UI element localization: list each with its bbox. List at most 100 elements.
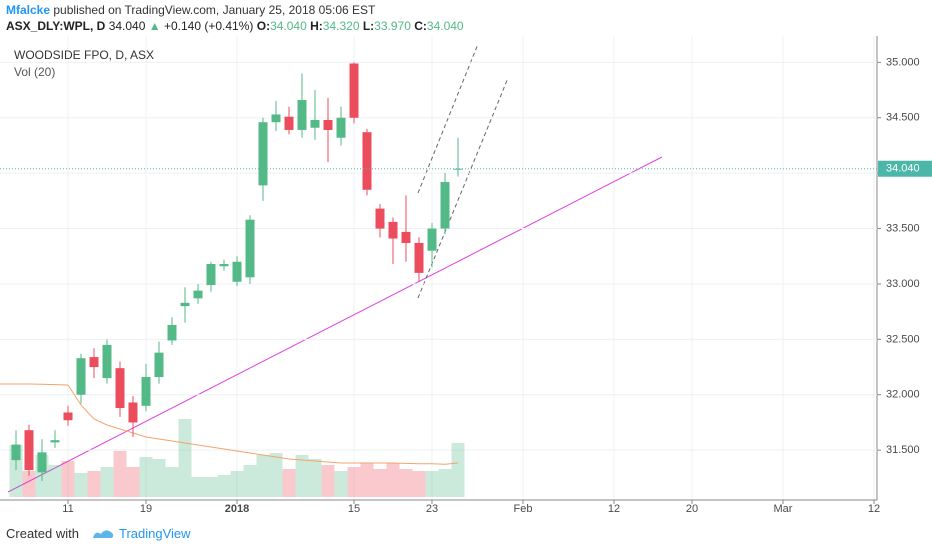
volume-bar xyxy=(256,455,270,497)
candle-body xyxy=(128,402,138,423)
volume-bar xyxy=(243,465,257,497)
volume-bar xyxy=(386,463,400,497)
last-price-box xyxy=(878,160,932,177)
candle-body xyxy=(362,132,372,190)
x-tick-label: 15 xyxy=(348,503,360,515)
channel-line xyxy=(417,77,509,299)
volume-bar xyxy=(269,453,283,497)
volume-bar xyxy=(360,463,374,497)
candle-body xyxy=(63,412,73,421)
candle-body xyxy=(180,302,190,307)
candle-body xyxy=(427,228,437,251)
x-tick-label: 12 xyxy=(608,503,620,515)
y-tick-label: 32.000 xyxy=(886,389,920,401)
candle-body xyxy=(401,231,411,243)
last-price-label: 34.040 xyxy=(886,163,920,175)
candle-body xyxy=(11,444,21,461)
candle-body xyxy=(102,344,112,379)
logo xyxy=(93,530,114,538)
symbol: ASX_DLY:WPL, D xyxy=(6,19,106,33)
volume-bar xyxy=(126,467,140,497)
volume-bar xyxy=(204,477,218,497)
volume-bar xyxy=(399,469,413,497)
volume-bar xyxy=(451,443,465,497)
candle-body xyxy=(232,261,242,282)
candle-body xyxy=(388,221,398,239)
candle-body xyxy=(414,242,424,273)
footer: Created with TradingView xyxy=(0,520,932,550)
c: 34.040 xyxy=(426,19,464,33)
trend-line xyxy=(7,156,663,493)
candle-body xyxy=(167,324,177,341)
chart-title: WOODSIDE FPO, D, ASX xyxy=(14,48,154,62)
volume-bar xyxy=(321,465,335,497)
volume-bar xyxy=(61,461,75,497)
volume-bar xyxy=(217,475,231,497)
candle-body xyxy=(440,182,450,229)
volume-bar xyxy=(165,467,179,497)
x-tick-label: Feb xyxy=(514,503,533,515)
volume-bar xyxy=(412,471,426,497)
x-tick-label: Mar xyxy=(774,503,793,515)
volume-bar xyxy=(113,451,127,497)
candle-body xyxy=(297,100,307,130)
x-tick-label: 23 xyxy=(426,503,438,515)
candle-body xyxy=(271,114,281,123)
publish-line: Mfalcke published on TradingView.com, Ja… xyxy=(6,3,375,17)
candle-body xyxy=(336,117,346,138)
candle-body xyxy=(375,208,385,229)
candle-body xyxy=(37,452,47,473)
created: Created with xyxy=(6,526,79,541)
volume-bar xyxy=(139,457,153,497)
l: 33.970 xyxy=(374,19,411,33)
candle-body xyxy=(89,357,99,368)
quote-line: ASX_DLY:WPL, D 34.040 ▲ +0.140 (+0.41%) … xyxy=(6,19,464,33)
volume-bar xyxy=(373,469,387,497)
arrow: ▲ xyxy=(148,19,161,33)
y-tick-label: 35.000 xyxy=(886,56,920,68)
c-label: C: xyxy=(414,19,427,33)
volume-bar xyxy=(178,419,192,497)
candle-body xyxy=(219,264,229,267)
o-label: O: xyxy=(256,19,271,33)
candle-body xyxy=(141,377,151,406)
published: published on TradingView.com, January 25… xyxy=(53,3,376,17)
volume-title: Vol (20) xyxy=(14,65,55,79)
volume-bar xyxy=(425,471,439,497)
candle-body xyxy=(206,264,216,286)
volume-bar xyxy=(282,469,296,497)
candle-body xyxy=(310,119,320,128)
candle-body xyxy=(76,358,86,395)
header: Mfalcke published on TradingView.com, Ja… xyxy=(0,0,932,36)
candle-body xyxy=(284,116,294,130)
candle-body xyxy=(258,122,268,186)
x-tick-label: 12 xyxy=(868,503,880,515)
x-tick-label: 19 xyxy=(140,503,152,515)
author[interactable]: Mfalcke xyxy=(6,3,51,17)
h-label: H: xyxy=(310,19,323,33)
volume-bar xyxy=(100,467,114,497)
volume-bar xyxy=(48,465,62,497)
x-tick-label: 20 xyxy=(686,503,698,515)
h: 34.320 xyxy=(322,19,360,33)
change: +0.140 (+0.41%) xyxy=(163,19,254,33)
volume-bar xyxy=(74,473,88,497)
candle-body xyxy=(323,119,333,130)
y-tick-label: 33.000 xyxy=(886,278,920,290)
brand[interactable]: TradingView xyxy=(119,526,191,541)
candle-body xyxy=(24,430,34,471)
volume-bar xyxy=(347,467,361,497)
channel-line xyxy=(417,43,479,194)
o: 34.040 xyxy=(270,19,307,33)
candle-body xyxy=(50,440,60,443)
x-tick-label: 2018 xyxy=(225,503,249,515)
candle-body xyxy=(349,63,359,118)
y-tick-label: 34.500 xyxy=(886,112,920,124)
volume-bar xyxy=(334,471,348,497)
volume-bar xyxy=(438,469,452,497)
volume-bar xyxy=(87,471,101,497)
chart: WOODSIDE FPO, D, ASX Vol (20) 31.500 32.0… xyxy=(0,36,932,515)
candle-body xyxy=(154,352,164,378)
y-tick-label: 31.500 xyxy=(886,444,920,456)
